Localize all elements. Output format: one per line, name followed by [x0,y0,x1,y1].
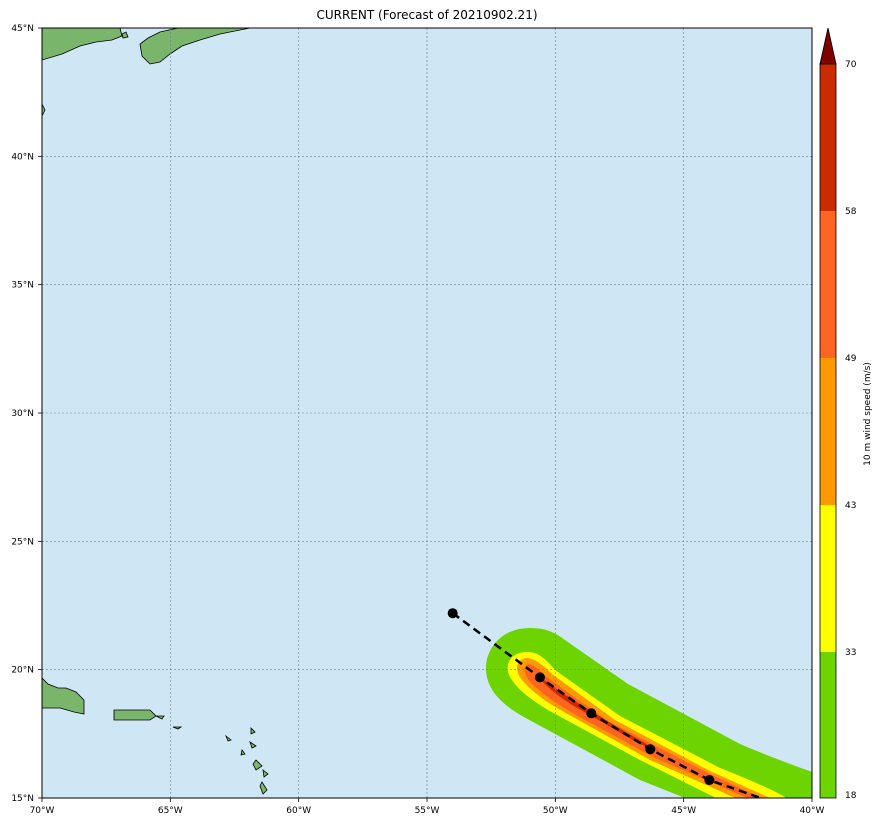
y-tick-label: 15°N [11,794,34,804]
island-st-vincent [262,769,269,778]
island-antigua [225,734,232,742]
colorbar-segment-33-43 [820,505,836,652]
island-guadeloupe [250,727,256,735]
island-dominica [249,741,257,749]
puerto-rico-land [113,709,157,721]
track-point [645,744,656,755]
colorbar-segment-49-58 [820,211,836,358]
colorbar-segment-58-70 [820,64,836,211]
colorbar-tick: 33 [845,648,856,658]
island-barbados [259,781,268,795]
track-point [704,775,715,786]
y-tick-label: 30°N [11,409,34,419]
wind-swath-33-43 [507,652,787,798]
wind-swath-43-49 [517,658,771,798]
newfoundland-land [139,28,251,65]
x-tick-label: 65°W [158,806,183,816]
cape-breton-edge [42,103,46,117]
colorbar-tick: 58 [845,207,857,217]
track-point [534,672,545,683]
storm-track-line [451,612,762,798]
storm-track-points [447,608,715,786]
virgin-islands [155,715,165,720]
colorbar-segment-18-33 [820,652,836,798]
x-tick-label: 40°W [800,806,825,816]
colorbar-tick: 43 [845,501,856,511]
y-axis-ticks: 15°N 20°N 25°N 30°N 35°N 40°N 45°N [11,24,34,804]
map-title: CURRENT (Forecast of 20210902.21) [316,8,538,22]
y-tick-label: 25°N [11,537,34,547]
x-tick-label: 70°W [30,806,55,816]
hispaniola-land [42,677,85,715]
colorbar-segment-43-49 [820,358,836,505]
colorbar-tick: 70 [845,60,857,70]
track-point [447,608,458,619]
island-martinique [240,749,246,756]
y-tick-label: 45°N [11,24,34,34]
track-point [586,708,597,719]
x-tick-label: 45°W [671,806,696,816]
anguilla-island [172,726,183,730]
colorbar-extend-arrow [819,27,837,65]
colorbar-tick: 49 [845,354,857,364]
nova-scotia-land [42,28,123,61]
colorbar: 18 33 43 49 58 70 10 m wind speed (m/s) [819,27,873,801]
colorbar-label: 10 m wind speed (m/s) [863,362,873,466]
y-tick-label: 20°N [11,666,34,676]
island-st-lucia [252,759,263,771]
x-axis-ticks: 70°W 65°W 60°W 55°W 50°W 45°W 40°W [30,806,825,816]
x-tick-label: 55°W [415,806,440,816]
island-small-1 [121,31,129,39]
gridlines [42,28,812,798]
colorbar-frame [819,63,837,799]
land-masses [42,28,269,795]
x-tick-label: 50°W [543,806,568,816]
y-tick-label: 40°N [11,152,34,162]
colorbar-tick: 18 [845,791,857,801]
x-tick-label: 60°W [286,806,311,816]
wind-swath-18-33 [486,628,812,798]
y-tick-label: 35°N [11,281,34,291]
